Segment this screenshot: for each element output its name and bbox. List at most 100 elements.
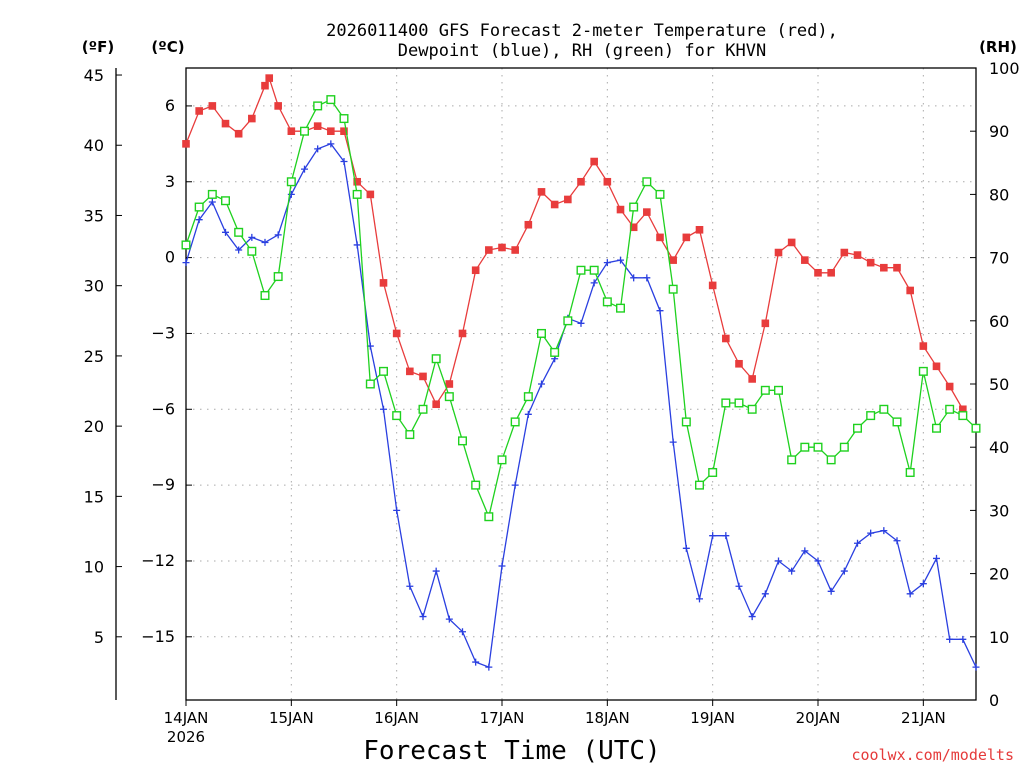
chart-title-line-2: Dewpoint (blue), RH (green) for KHVN — [398, 41, 766, 61]
rh-point — [392, 411, 402, 421]
dewpoint-point — [301, 165, 308, 173]
rh-point — [892, 417, 902, 427]
dewpoint-point — [814, 557, 822, 565]
rh-point — [681, 417, 691, 427]
2-meter-temperature-point — [564, 195, 572, 204]
2-meter-temperature-point — [959, 405, 967, 414]
dewpoint-point — [788, 567, 796, 575]
rh-point — [787, 455, 797, 465]
dewpoint-point — [867, 529, 875, 537]
2-meter-temperature-point — [906, 286, 914, 295]
dewpoint-point — [419, 613, 427, 621]
dewpoint-point — [511, 481, 519, 489]
rh-point — [800, 442, 810, 452]
2-meter-temperature-point — [340, 127, 348, 135]
dewpoint-point — [314, 145, 322, 153]
rh-tick-label: 0 — [989, 691, 999, 710]
rh-point — [642, 177, 652, 187]
fahrenheit-tick-label: 45 — [84, 66, 104, 85]
celsius-tick-label: −15 — [141, 627, 175, 646]
dewpoint-point — [761, 590, 769, 598]
2-meter-temperature-point — [550, 200, 559, 209]
2-meter-temperature-point — [840, 248, 849, 257]
dewpoint-point — [617, 256, 624, 264]
rh-point — [734, 398, 744, 408]
rh-point — [629, 202, 639, 212]
rh-point — [352, 189, 362, 199]
dewpoint-point — [406, 582, 414, 590]
rh-point — [418, 404, 428, 414]
rh-point — [695, 480, 705, 490]
dewpoint-point — [538, 380, 545, 388]
rh-point — [220, 196, 230, 206]
rh-point — [932, 423, 942, 433]
celsius-tick-label: 3 — [165, 172, 175, 191]
rh-point — [234, 227, 244, 237]
2-meter-temperature-point — [827, 268, 835, 277]
2-meter-temperature-point — [471, 266, 480, 275]
celsius-tick-label: −12 — [141, 551, 175, 570]
dewpoint-point — [182, 259, 190, 267]
dewpoint-point — [880, 527, 888, 535]
dewpoint-point — [775, 557, 782, 565]
x-tick-label: 19JAN — [690, 709, 735, 727]
celsius-tick-label: −6 — [151, 399, 175, 418]
2-meter-temperature-point — [287, 127, 296, 135]
dewpoint-point — [445, 615, 453, 623]
rh-point — [471, 480, 481, 490]
dewpoint-point — [722, 532, 730, 540]
2-meter-temperature-point — [787, 238, 796, 247]
rh-series — [181, 95, 981, 522]
2-meter-temperature-point — [932, 362, 941, 371]
rh-point — [431, 354, 441, 364]
rh-point — [879, 404, 889, 414]
dewpoint-point — [709, 532, 717, 540]
fahrenheit-tick-label: 5 — [94, 628, 104, 647]
2-meter-temperature-point — [853, 251, 862, 259]
data-series — [181, 74, 981, 671]
dewpoint-point — [195, 216, 203, 224]
rh-point — [497, 455, 507, 465]
2-meter-temperature-point — [274, 102, 282, 110]
fahrenheit-tick-label: 10 — [84, 558, 104, 577]
2-meter-temperature-point — [616, 205, 625, 214]
fahrenheit-tick-label: 35 — [84, 206, 104, 225]
2-meter-temperature-point — [419, 372, 427, 381]
rh-point — [945, 404, 955, 414]
dewpoint-point — [656, 307, 664, 315]
2-meter-temperature-point — [265, 74, 274, 82]
2-meter-temperature-point — [261, 81, 269, 90]
2-meter-temperature-point — [234, 129, 243, 138]
2-meter-temperature-point — [353, 177, 361, 186]
x-tick-label: 17JAN — [480, 709, 525, 727]
celsius-tick-label: −9 — [151, 475, 175, 494]
2-meter-temperature-point — [379, 279, 388, 287]
x-tick-label: 18JAN — [585, 709, 630, 727]
2-meter-temperature-point — [735, 359, 743, 368]
2-meter-temperature-point — [221, 119, 230, 128]
x-tick-label: 20JAN — [796, 709, 841, 727]
x-tick-label: 16JAN — [374, 709, 419, 727]
rh-point — [971, 423, 981, 433]
grid-lines — [186, 68, 976, 700]
rh-point — [668, 284, 678, 294]
2-meter-temperature-point — [880, 263, 888, 272]
2-meter-temperature-point — [577, 177, 585, 186]
rh-point — [905, 467, 915, 477]
dewpoint-line — [185, 143, 977, 669]
2-meter-temperature-point — [406, 367, 414, 376]
x-tick-label: 21JAN — [901, 709, 946, 727]
2-meter-temperature-point — [590, 157, 598, 166]
2-meter-temperature-point — [182, 140, 190, 148]
2-meter-temperature-point — [366, 190, 375, 199]
fahrenheit-axis-label: (ºF) — [82, 38, 114, 56]
credit-link[interactable]: coolwx.com/modelts — [851, 746, 1014, 764]
fahrenheit-tick-label: 30 — [84, 277, 104, 296]
2-meter-temperature-point — [603, 177, 612, 186]
rh-point — [616, 303, 626, 313]
rh-point — [537, 328, 547, 338]
2-meter-temperature-point — [682, 233, 691, 242]
fahrenheit-tick-label: 25 — [84, 347, 104, 366]
2-meter-temperature-point — [537, 188, 546, 196]
